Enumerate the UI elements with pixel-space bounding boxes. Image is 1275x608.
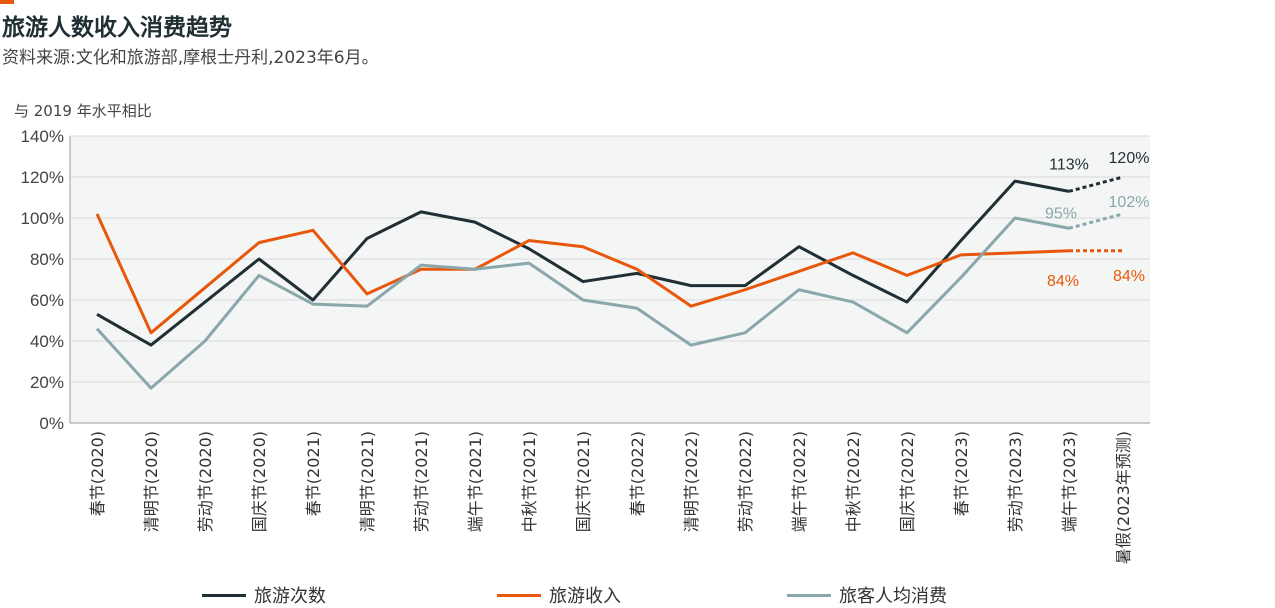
x-tick-label: 春节(2021) [304, 431, 323, 516]
y-tick-label: 0% [39, 414, 64, 433]
y-tick-label: 20% [30, 373, 64, 392]
x-tick-label: 劳动节(2020) [196, 431, 215, 532]
x-tick-label: 劳动节(2023) [1006, 431, 1025, 532]
x-tick-label: 清明节(2020) [142, 431, 161, 532]
x-tick-label: 清明节(2021) [358, 431, 377, 532]
y-tick-label: 60% [30, 291, 64, 310]
x-tick-label: 端午节(2022) [790, 431, 809, 532]
x-tick-label: 劳动节(2022) [736, 431, 755, 532]
x-tick-label: 国庆节(2021) [574, 431, 593, 532]
x-tick-label: 春节(2022) [628, 431, 647, 516]
x-tick-label: 国庆节(2020) [250, 431, 269, 532]
x-tick-label: 暑假(2023年预测) [1114, 431, 1133, 564]
data-label: 84% [1113, 268, 1145, 285]
y-tick-label: 120% [21, 168, 64, 187]
data-label: 95% [1045, 205, 1077, 222]
data-label: 102% [1109, 194, 1150, 211]
y-tick-label: 140% [21, 127, 64, 146]
x-tick-label: 中秋节(2021) [520, 431, 539, 532]
x-tick-label: 春节(2023) [952, 431, 971, 516]
legend-label: 旅客人均消费 [839, 582, 947, 608]
x-tick-label: 清明节(2022) [682, 431, 701, 532]
legend-label: 旅游次数 [254, 582, 326, 608]
legend-swatch [497, 594, 541, 597]
x-tick-label: 中秋节(2022) [844, 431, 863, 532]
x-tick-label: 端午节(2021) [466, 431, 485, 532]
x-tick-label: 国庆节(2022) [898, 431, 917, 532]
line-chart: 0% 20% 40% 60% 80% 100% 120% 140% 春节(2020) 清明节(20… [0, 0, 1275, 580]
x-tick-label: 春节(2020) [88, 431, 107, 516]
x-tick-label: 劳动节(2021) [412, 431, 431, 532]
legend: 旅游次数 旅游收入 旅客人均消费 [0, 582, 1275, 606]
y-tick-label: 100% [21, 209, 64, 228]
legend-swatch [202, 594, 246, 597]
legend-label: 旅游收入 [549, 582, 621, 608]
legend-item-spending: 旅客人均消费 [787, 582, 947, 608]
legend-swatch [787, 594, 831, 597]
data-label: 113% [1049, 156, 1089, 173]
legend-item-revenue: 旅游收入 [497, 582, 621, 608]
y-tick-label: 40% [30, 332, 64, 351]
y-tick-label: 80% [30, 250, 64, 269]
legend-item-trips: 旅游次数 [202, 582, 326, 608]
data-label: 84% [1047, 273, 1079, 290]
x-tick-label: 端午节(2023) [1060, 431, 1079, 532]
data-label: 120% [1109, 150, 1150, 167]
